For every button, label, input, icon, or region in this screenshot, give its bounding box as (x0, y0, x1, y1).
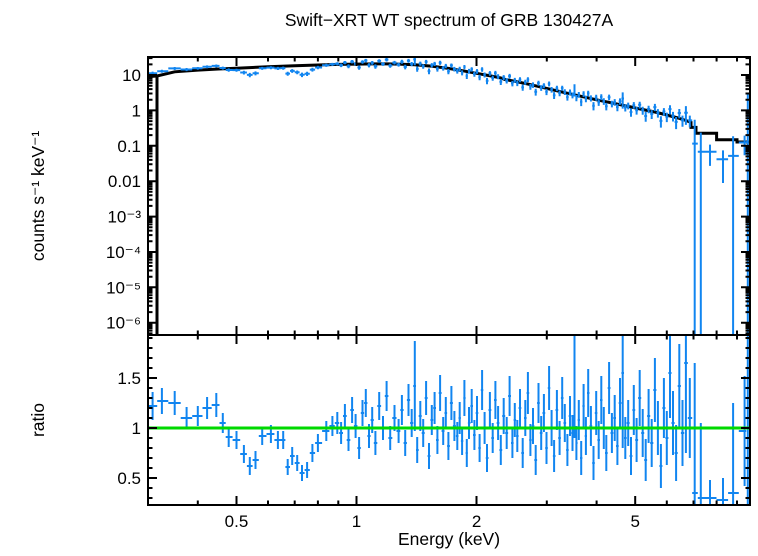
x-tick-label: 2 (472, 512, 481, 531)
y-axis-label-ratio: ratio (28, 403, 48, 437)
y-tick-label-counts: 1 (132, 101, 141, 120)
plot-title: Swift−XRT WT spectrum of GRB 130427A (285, 10, 614, 30)
y-tick-label-counts: 0.01 (108, 172, 141, 191)
y-tick-label-counts: 10 (122, 66, 141, 85)
y-tick-label-counts: 10⁻⁵ (106, 278, 141, 297)
y-tick-label-counts: 10⁻⁴ (106, 243, 141, 262)
x-tick-label: 5 (630, 512, 639, 531)
ratio-panel-frame (147, 334, 751, 506)
spectrum-data-points (148, 57, 749, 335)
axis-ticks (148, 57, 750, 505)
y-tick-label-counts: 0.1 (117, 137, 141, 156)
chart-marks: 0.5 1 2 5 10 1 0.1 0.01 10⁻³ 10⁻⁴ 10⁻⁵ 10⁻⁶ 0.5 1 1.5 (106, 56, 751, 531)
x-tick-label: 1 (352, 512, 361, 531)
y-tick-label-ratio: 0.5 (117, 469, 141, 488)
y-tick-label-ratio: 1.5 (117, 369, 141, 388)
y-tick-label-counts: 10⁻⁶ (106, 314, 141, 333)
x-tick-label: 0.5 (225, 512, 249, 531)
y-tick-label-counts: 10⁻³ (107, 208, 141, 227)
x-axis-label: Energy (keV) (398, 529, 500, 549)
y-axis-label-counts: counts s⁻¹ keV⁻¹ (28, 131, 48, 261)
y-tick-label-ratio: 1 (132, 419, 141, 438)
model-line (148, 62, 750, 144)
